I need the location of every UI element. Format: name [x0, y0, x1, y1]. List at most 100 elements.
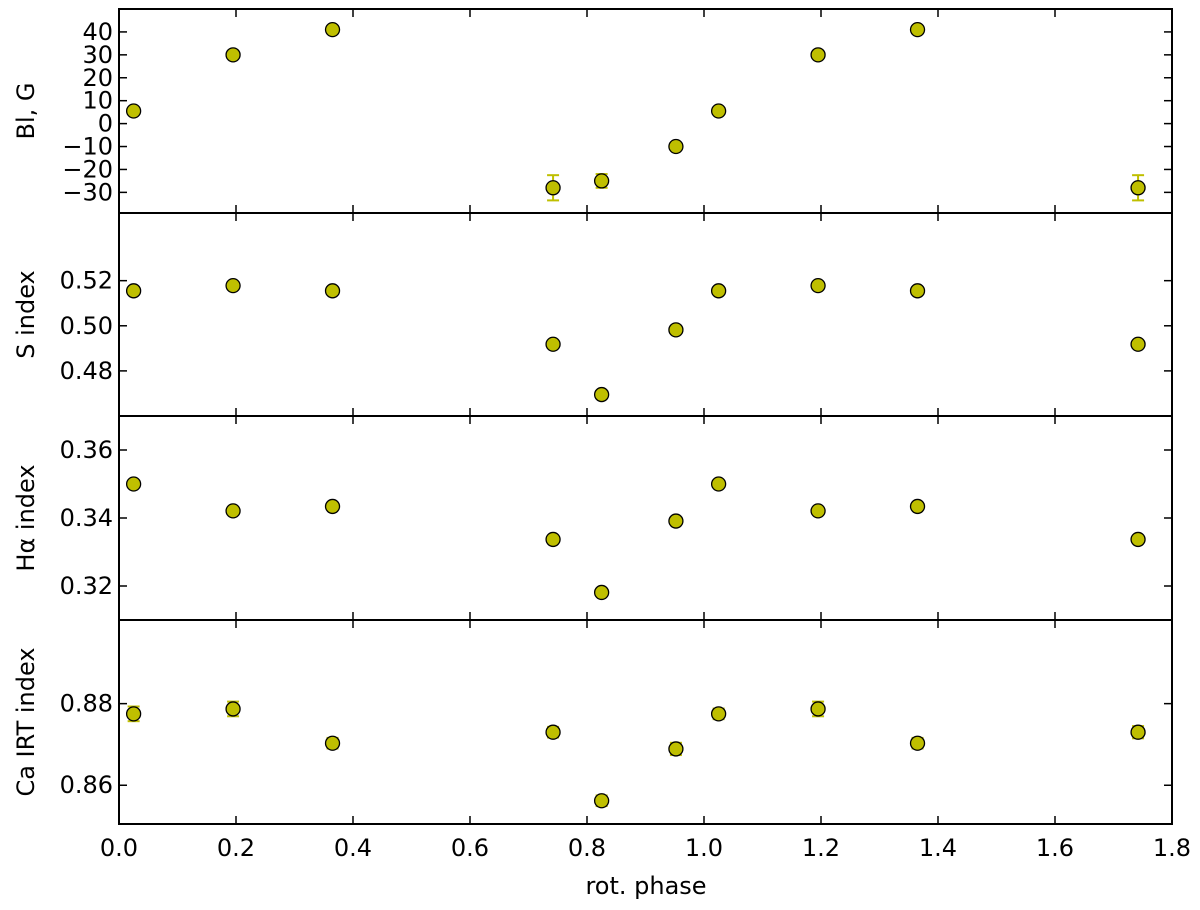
data-point [545, 531, 561, 548]
marker [810, 701, 826, 717]
data-point [225, 700, 241, 718]
x-tick-label: 1.4 [919, 834, 957, 862]
marker [125, 476, 142, 492]
y-tick-label: 0.52 [60, 267, 113, 295]
x-tick-label: 1.8 [1153, 834, 1191, 862]
data-point [545, 336, 561, 352]
data-point [324, 21, 341, 38]
marker [810, 503, 826, 519]
y-tick-label: 40 [82, 18, 113, 46]
marker [125, 283, 142, 299]
panel-2: 0.48 0.50 0.52 S index [12, 212, 1173, 417]
data-point [225, 277, 241, 294]
marker [668, 138, 684, 155]
data-point [324, 283, 341, 299]
marker [125, 706, 142, 722]
marker [125, 103, 142, 119]
y-tick-label: 0.50 [60, 312, 113, 340]
y-tick-label: 0 [98, 110, 113, 138]
marker [668, 741, 684, 757]
data-point [125, 283, 142, 299]
marker [810, 277, 826, 294]
data-point [909, 21, 926, 38]
marker [1130, 180, 1146, 196]
marker [710, 476, 727, 492]
x-tick-label: 0.6 [451, 834, 489, 862]
data-point [668, 322, 684, 338]
marker [545, 336, 561, 352]
data-point [324, 735, 341, 751]
y-tick-label: 0.32 [60, 572, 113, 600]
marker [909, 21, 926, 38]
y-tick-label: 0.36 [60, 436, 113, 464]
data-point [909, 735, 926, 751]
marker [545, 724, 561, 740]
marker [225, 701, 241, 717]
data-point [324, 498, 341, 515]
x-tick-label: 0.2 [217, 834, 255, 862]
marker [324, 498, 341, 515]
y-tick-label: −10 [62, 133, 113, 161]
data-point [668, 138, 684, 155]
marker [710, 706, 727, 722]
marker [545, 180, 561, 196]
y-tick-label: 20 [82, 64, 113, 92]
marker [668, 322, 684, 338]
y-tick-label: 30 [82, 41, 113, 69]
data-point [810, 700, 826, 718]
data-point [668, 513, 684, 529]
data-point [909, 283, 926, 299]
marker [593, 173, 610, 189]
x-tick-label: 1.6 [1036, 834, 1074, 862]
data-point [125, 705, 142, 723]
data-point [545, 724, 561, 740]
data-point [1130, 724, 1146, 740]
y-axis-label: Hα index [12, 464, 40, 571]
data-point [668, 741, 684, 757]
panel-3: 0.32 0.34 0.36 Hα index [12, 415, 1173, 621]
y-tick-label: 0.48 [60, 357, 113, 385]
data-point [125, 476, 142, 492]
marker [909, 498, 926, 515]
marker [225, 47, 241, 63]
x-tick-label: 0.4 [334, 834, 372, 862]
y-tick-label: −20 [62, 155, 113, 183]
panel-frame [118, 8, 1173, 214]
y-tick-label: 0.34 [60, 504, 113, 532]
x-axis-label: rot. phase [585, 872, 706, 900]
marker [324, 283, 341, 299]
data-point [125, 103, 142, 119]
marker [710, 283, 727, 299]
y-tick-label: −30 [62, 178, 113, 206]
marker [710, 103, 727, 119]
data-point [710, 706, 727, 722]
data-point [593, 584, 610, 601]
x-tick-label: 1.2 [802, 834, 840, 862]
data-point [1130, 336, 1146, 352]
data-point [593, 173, 610, 189]
marker [1130, 531, 1146, 548]
marker [545, 531, 561, 548]
marker [593, 584, 610, 601]
data-point [810, 47, 826, 63]
data-point [710, 476, 727, 492]
panel-frame [118, 212, 1173, 417]
x-tick-label: 0.0 [100, 834, 138, 862]
y-axis-label: Bl, G [12, 83, 40, 140]
marker [1130, 336, 1146, 352]
marker [324, 735, 341, 751]
marker [1130, 724, 1146, 740]
data-point [710, 103, 727, 119]
marker [909, 283, 926, 299]
data-point [593, 386, 610, 403]
data-point [1130, 531, 1146, 548]
x-tick-label: 1.0 [685, 834, 723, 862]
data-point [710, 283, 727, 299]
panel-frame [118, 415, 1173, 621]
marker [225, 503, 241, 519]
data-point [1130, 174, 1146, 202]
y-tick-label: 0.88 [60, 690, 113, 718]
y-axis-label: S index [12, 270, 40, 359]
